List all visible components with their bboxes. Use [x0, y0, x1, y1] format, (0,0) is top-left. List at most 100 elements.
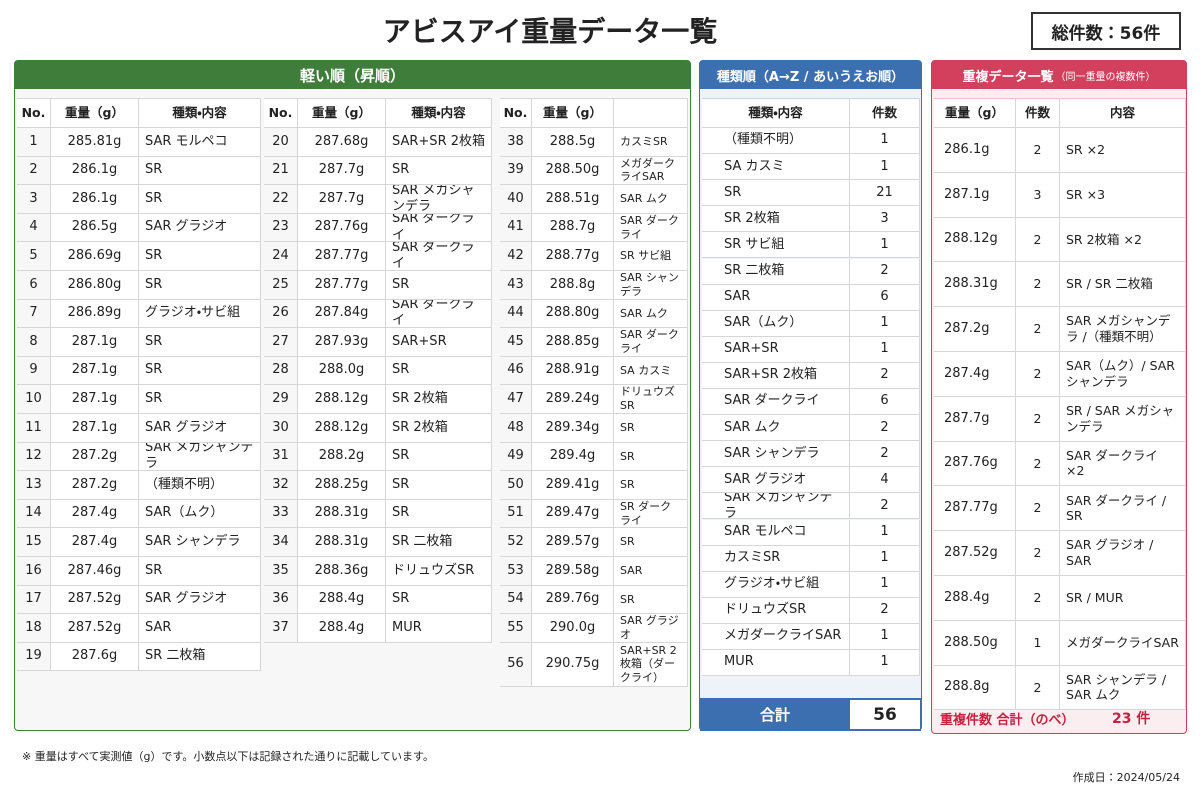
content: SR / MUR [1060, 576, 1186, 621]
row-number: 49 [500, 442, 532, 472]
row-number: 28 [264, 356, 298, 386]
type: SAR グラジオ [139, 213, 261, 243]
weight: 288.8g [532, 271, 614, 300]
count: 3 [850, 206, 920, 233]
weight: 287.77g [934, 486, 1016, 532]
weight: 287.7g [298, 185, 386, 214]
content: SR / SR 二枚箱 [1060, 262, 1186, 308]
type: SAR [139, 614, 261, 643]
weight: 288.12g [934, 217, 1016, 263]
type: SAR+SR 2枚箱（ダークライ） [614, 642, 688, 687]
weight: 287.7g [934, 396, 1016, 442]
row-number: 34 [264, 528, 298, 557]
type: SR [139, 557, 261, 586]
type: SR 2枚箱 [702, 206, 850, 233]
type: SR [614, 471, 688, 500]
count: 2 [1016, 128, 1060, 173]
type: SR [386, 499, 492, 529]
type: SAR モルペコ [702, 519, 850, 546]
content: SAR ダークライ ×2 [1060, 441, 1186, 487]
row-number: 2 [17, 156, 51, 186]
weight: 287.77g [298, 242, 386, 271]
row-number: 16 [17, 557, 51, 586]
weight: 287.52g [934, 531, 1016, 576]
row-number: 37 [264, 614, 298, 643]
total-label: 重複件数 合計（のべ） [940, 712, 1075, 728]
count: 2 [1016, 396, 1060, 442]
count: 1 [850, 336, 920, 363]
weight: 286.5g [51, 213, 139, 243]
footnote: ※ 重量はすべて実測値（g）です。小数点以下は記録された通りに記載しています。 [22, 750, 434, 763]
type: （種類不明） [139, 471, 261, 500]
weight: 286.1g [934, 128, 1016, 173]
row-number: 22 [264, 185, 298, 214]
type: SR [139, 156, 261, 186]
count: 6 [850, 389, 920, 416]
count: 2 [1016, 486, 1060, 532]
type: SR [702, 180, 850, 207]
weight: 288.91g [532, 356, 614, 386]
row-number: 9 [17, 356, 51, 386]
column-header: 重量（g） [298, 98, 386, 128]
panel-title: 重複データ一覧 [962, 69, 1054, 85]
weight: 288.50g [532, 156, 614, 186]
row-number: 26 [264, 299, 298, 329]
type: SA カスミ [702, 154, 850, 181]
count: 2 [1016, 217, 1060, 263]
count: 1 [850, 571, 920, 598]
weight: 289.47g [532, 499, 614, 529]
type: SA カスミ [614, 356, 688, 386]
row-number: 14 [17, 499, 51, 529]
type: SAR ダークライ [386, 213, 492, 243]
count: 2 [850, 415, 920, 442]
weight: 289.41g [532, 471, 614, 500]
weight: 288.2g [298, 442, 386, 472]
row-number: 19 [17, 642, 51, 672]
column-header: 種類・内容 [386, 98, 492, 128]
column-header: 内容 [1060, 98, 1186, 128]
weight: 288.4g [934, 576, 1016, 621]
weight: 288.80g [532, 299, 614, 329]
count: 21 [850, 180, 920, 207]
type: SAR [702, 284, 850, 311]
panel-header: 重複データ一覧 （同一重量の複数件） [932, 61, 1186, 89]
type: SAR+SR 2枚箱 [702, 362, 850, 389]
column-header: 種類・内容 [139, 98, 261, 128]
type: SAR+SR 2枚箱 [386, 128, 492, 157]
page-title: アビスアイ重量データ一覧 [382, 15, 718, 48]
row-number: 48 [500, 414, 532, 443]
type: SR 二枚箱 [139, 642, 261, 672]
panel-note: （同一重量の複数件） [1055, 71, 1156, 83]
count: 2 [1016, 307, 1060, 352]
weight: 286.1g [51, 156, 139, 186]
weight: 287.6g [51, 642, 139, 672]
row-number: 3 [17, 185, 51, 214]
count: 2 [850, 362, 920, 389]
type: SR [386, 271, 492, 300]
type: SR [386, 585, 492, 615]
row-number: 15 [17, 528, 51, 557]
type: SAR モルペコ [139, 128, 261, 157]
type: ドリュウズSR [614, 385, 688, 414]
weight: 287.46g [51, 557, 139, 586]
weight: 289.76g [532, 585, 614, 615]
weight: 287.68g [298, 128, 386, 157]
count: 2 [1016, 262, 1060, 308]
count: 1 [850, 623, 920, 650]
type: SAR グラジオ [139, 414, 261, 443]
duplicate-panel: 重複データ一覧 （同一重量の複数件） 重複件数 合計（のべ） 23 件 重量（g… [931, 60, 1187, 734]
content: SR / SAR メガシャンデラ [1060, 396, 1186, 442]
row-number: 44 [500, 299, 532, 329]
row-number: 13 [17, 471, 51, 500]
type: SR サビ組 [702, 232, 850, 259]
row-number: 56 [500, 642, 532, 687]
type: SR [139, 242, 261, 271]
row-number: 41 [500, 213, 532, 243]
type: SR [139, 328, 261, 357]
count: 1 [850, 545, 920, 572]
type: SAR グラジオ [614, 614, 688, 643]
count: 2 [1016, 441, 1060, 487]
row-number: 27 [264, 328, 298, 357]
weight: 287.52g [51, 585, 139, 615]
